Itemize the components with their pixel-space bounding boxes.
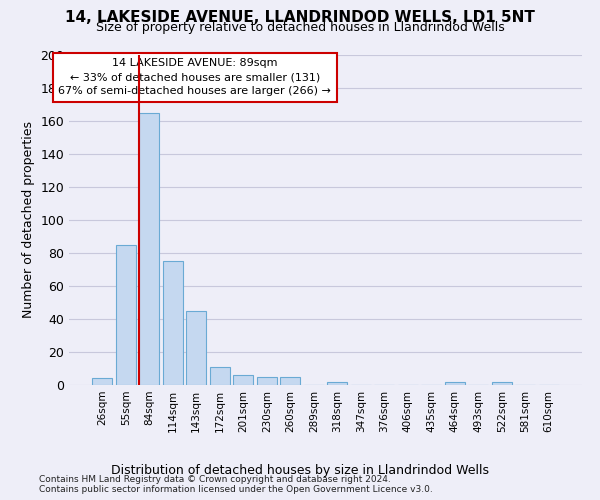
Bar [210,367,230,385]
Text: Contains public sector information licensed under the Open Government Licence v3: Contains public sector information licen… [39,485,433,494]
Text: 14, LAKESIDE AVENUE, LLANDRINDOD WELLS, LD1 5NT: 14, LAKESIDE AVENUE, LLANDRINDOD WELLS, … [65,10,535,25]
Bar [492,382,512,385]
Bar [163,261,183,385]
Bar [116,244,136,385]
Bar [445,382,465,385]
Text: Size of property relative to detached houses in Llandrindod Wells: Size of property relative to detached ho… [95,21,505,34]
Text: Contains HM Land Registry data © Crown copyright and database right 2024.: Contains HM Land Registry data © Crown c… [39,475,391,484]
Bar [327,382,347,385]
Y-axis label: Number of detached properties: Number of detached properties [22,122,35,318]
Bar [139,113,159,385]
Bar [92,378,112,385]
Bar [233,375,253,385]
Bar [257,377,277,385]
Text: Distribution of detached houses by size in Llandrindod Wells: Distribution of detached houses by size … [111,464,489,477]
Bar [280,377,300,385]
Bar [186,310,206,385]
Text: 14 LAKESIDE AVENUE: 89sqm
← 33% of detached houses are smaller (131)
67% of semi: 14 LAKESIDE AVENUE: 89sqm ← 33% of detac… [58,58,331,96]
